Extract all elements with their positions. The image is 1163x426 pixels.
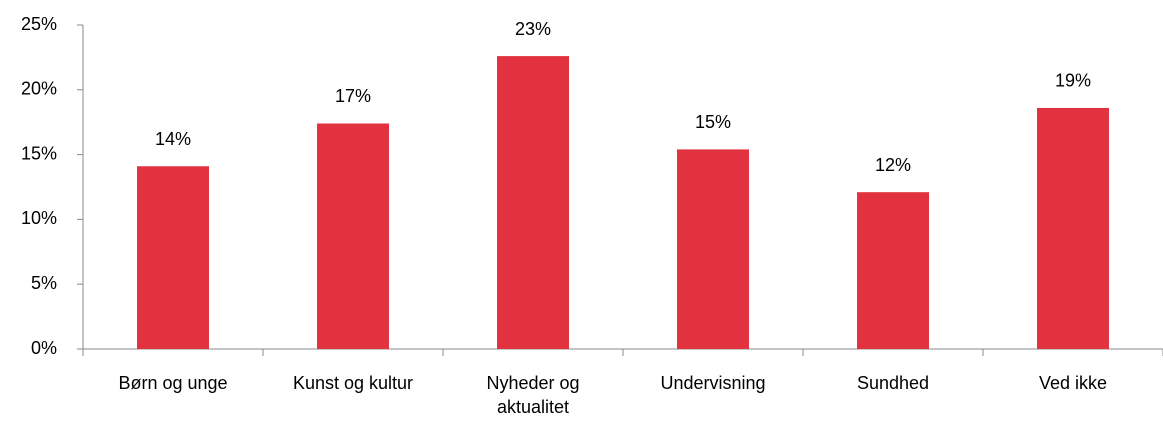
data-label: 19%: [1055, 71, 1091, 91]
x-tick-label: Nyheder og aktualitet: [486, 373, 580, 417]
bar: [857, 192, 929, 349]
x-tick-label: Børn og unge: [118, 373, 228, 393]
y-tick-label: 5%: [31, 273, 57, 293]
y-tick-label: 20%: [21, 79, 57, 99]
x-tick-label: Sundhed: [856, 373, 930, 393]
bar: [317, 123, 389, 349]
data-label: 15%: [695, 112, 731, 132]
bar: [497, 56, 569, 349]
x-tick-label: Ved ikke: [1038, 373, 1108, 393]
x-tick-label: Undervisning: [660, 373, 766, 393]
data-label: 12%: [875, 155, 911, 175]
y-tick-label: 25%: [21, 14, 57, 34]
y-tick-label: 10%: [21, 208, 57, 228]
data-label: 17%: [335, 86, 371, 106]
data-label: 14%: [155, 129, 191, 149]
y-tick-label: 15%: [21, 143, 57, 163]
bar: [1037, 107, 1109, 349]
bar: [677, 149, 749, 349]
x-tick-label: Kunst og kultur: [292, 373, 414, 393]
data-label: 23%: [515, 19, 551, 39]
bar: [137, 166, 209, 349]
y-tick-label: 0%: [31, 338, 57, 358]
